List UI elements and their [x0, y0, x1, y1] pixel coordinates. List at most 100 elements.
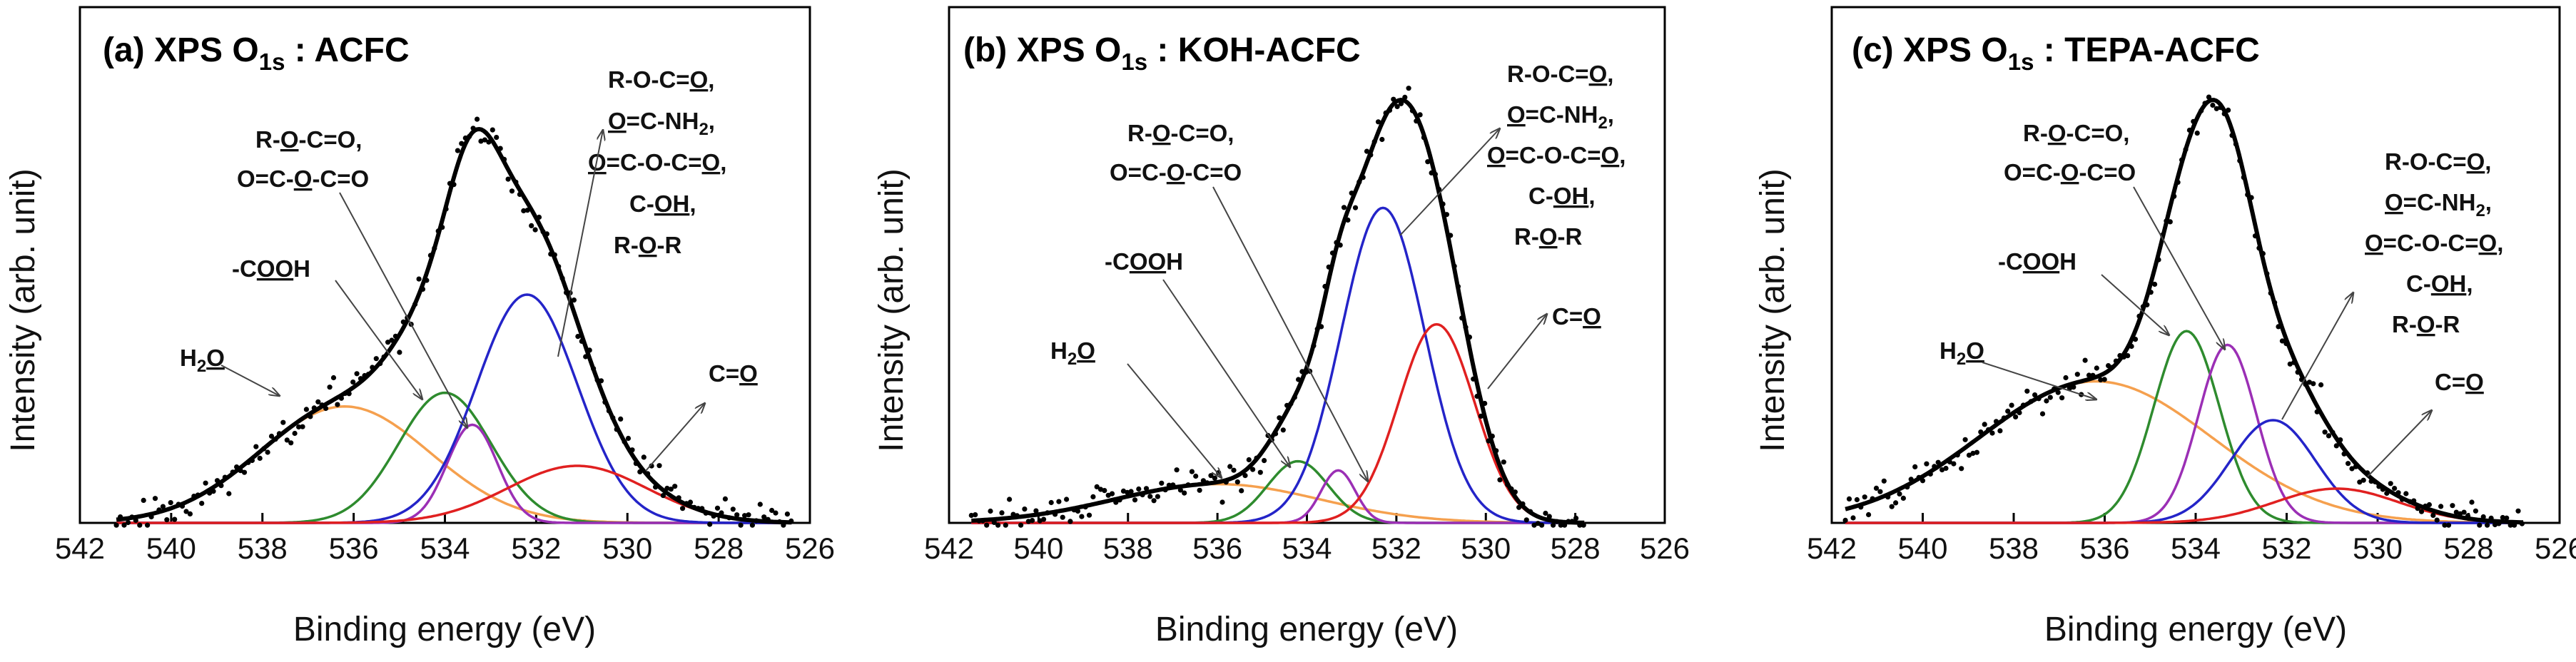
data-point: [1185, 482, 1191, 488]
data-point: [2009, 402, 2014, 408]
data-point: [160, 504, 166, 509]
data-point: [1436, 186, 1442, 193]
data-point: [1113, 499, 1119, 505]
data-point: [2256, 245, 2262, 251]
data-point: [2039, 411, 2046, 417]
data-point: [769, 507, 775, 514]
data-point: [2279, 338, 2285, 344]
x-tick-label: 526: [1640, 531, 1690, 565]
data-point: [1231, 467, 1237, 473]
data-point: [1143, 486, 1150, 492]
data-point: [183, 509, 189, 514]
data-point: [2430, 512, 2436, 519]
data-point: [1440, 201, 1446, 207]
data-point: [1486, 438, 1491, 444]
x-tick-label: 530: [2353, 531, 2403, 565]
data-point: [2221, 111, 2227, 116]
data-point: [2106, 362, 2111, 369]
data-point: [1497, 477, 1503, 483]
data-point: [2272, 300, 2278, 305]
data-point: [1018, 522, 1024, 528]
data-point: [350, 380, 356, 385]
data-point: [722, 496, 729, 502]
data-point: [2020, 402, 2026, 408]
data-point: [2507, 522, 2513, 528]
data-point: [703, 510, 709, 516]
data-point: [1471, 376, 1476, 382]
data-point: [257, 455, 263, 462]
data-point: [358, 376, 364, 382]
data-point: [1482, 400, 1488, 407]
data-point: [1577, 522, 1583, 528]
data-point: [2074, 372, 2080, 377]
data-point: [1543, 510, 1548, 516]
data-point: [625, 435, 632, 442]
data-point: [575, 334, 581, 340]
data-point: [129, 514, 135, 520]
data-point: [1007, 496, 1013, 502]
data-point: [1177, 487, 1183, 493]
data-point: [241, 469, 248, 475]
data-point: [730, 506, 736, 512]
x-tick-label: 536: [2079, 531, 2129, 565]
data-point: [2202, 101, 2208, 106]
data-point: [1409, 108, 1415, 113]
data-point: [1982, 422, 1987, 427]
data-point: [199, 501, 205, 506]
data-point: [1360, 175, 1366, 180]
data-point: [594, 377, 600, 383]
data-point: [1094, 484, 1100, 490]
data-point: [2368, 479, 2374, 484]
data-point: [330, 375, 337, 381]
data-point: [2082, 357, 2088, 363]
data-point: [308, 414, 313, 419]
data-point: [1997, 428, 2003, 434]
data-point: [1451, 263, 1457, 269]
data-point: [1908, 477, 1914, 482]
data-point: [746, 512, 751, 518]
data-point: [1003, 522, 1008, 528]
data-point: [2052, 386, 2057, 392]
data-point: [2233, 141, 2238, 147]
data-point: [145, 522, 151, 528]
data-point: [610, 415, 616, 421]
data-point: [1079, 514, 1085, 519]
data-point: [432, 245, 437, 251]
data-point: [968, 512, 974, 519]
x-tick-label: 528: [2443, 531, 2493, 565]
component-peak-r-o-c-o-o-c-o-c-o: [1845, 343, 2523, 524]
data-point: [1900, 495, 1906, 501]
data-point: [637, 469, 643, 475]
data-point: [494, 135, 500, 141]
data-point: [412, 301, 418, 307]
data-point: [176, 501, 181, 507]
data-point: [470, 126, 476, 131]
data-point: [2346, 461, 2351, 467]
data-point: [2164, 218, 2169, 224]
data-point: [2144, 302, 2150, 307]
data-point: [1159, 480, 1165, 486]
data-point: [1478, 413, 1484, 419]
data-point: [265, 449, 270, 455]
data-point: [1889, 504, 1895, 509]
data-point: [564, 290, 569, 295]
data-point: [2276, 324, 2281, 330]
data-point: [1943, 465, 1949, 472]
x-tick-label: 532: [1371, 531, 1421, 565]
data-point: [397, 350, 402, 355]
x-tick-label: 528: [1551, 531, 1601, 565]
data-point: [2148, 290, 2154, 295]
data-point: [556, 264, 562, 270]
data-point: [1314, 326, 1320, 332]
data-point: [583, 354, 589, 360]
data-point: [1391, 96, 1396, 102]
data-point: [660, 493, 666, 499]
data-point: [2500, 514, 2505, 521]
annotation-co: C=O: [709, 360, 758, 387]
data-point: [1916, 474, 1922, 481]
data-point: [392, 333, 399, 339]
data-point: [2461, 509, 2467, 515]
data-point: [776, 519, 783, 525]
data-point: [1280, 427, 1286, 433]
data-point: [2291, 360, 2297, 365]
